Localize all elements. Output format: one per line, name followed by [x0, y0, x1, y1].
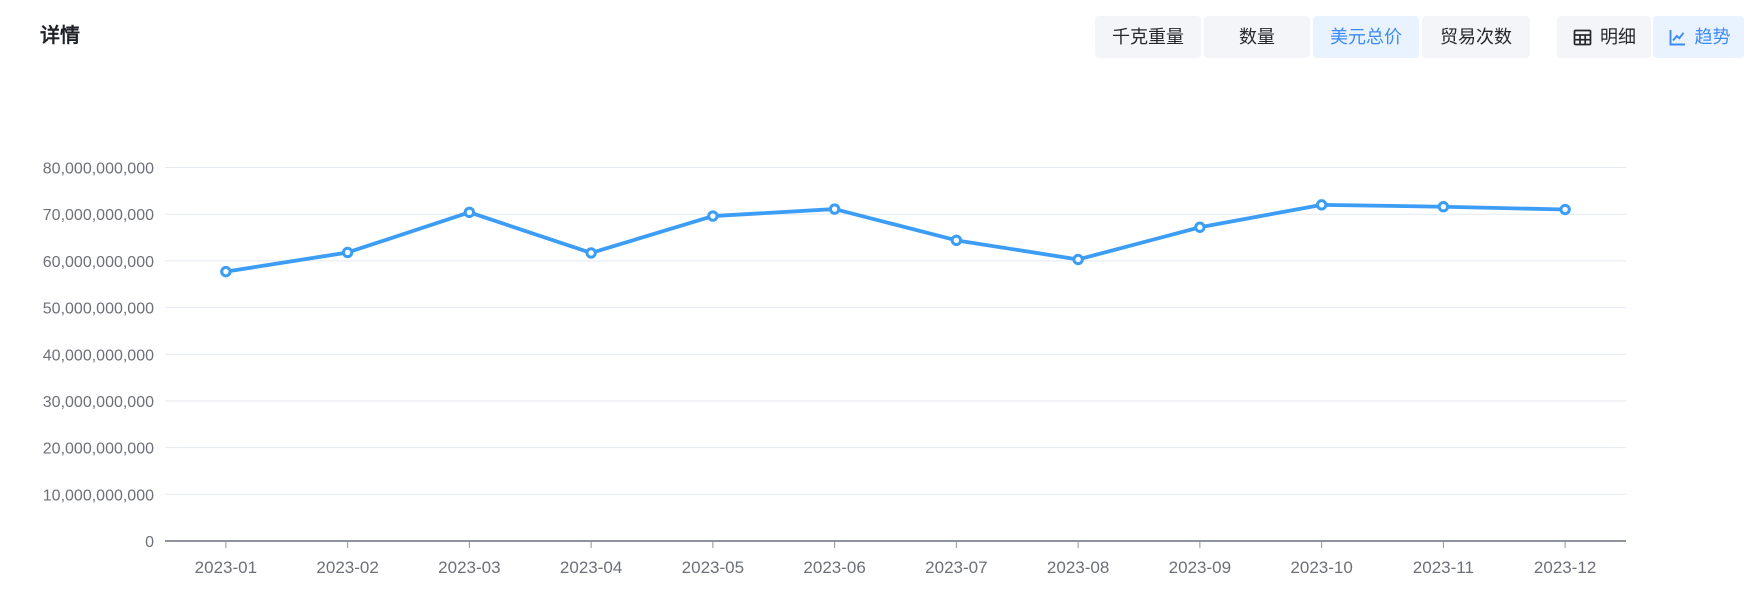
view-tab-trend[interactable]: 趋势 — [1653, 16, 1744, 58]
y-axis-tick-label: 50,000,000,000 — [43, 301, 154, 318]
data-point-2023-03[interactable] — [463, 206, 476, 219]
x-axis-tick-label: 2023-05 — [682, 558, 744, 577]
y-axis-tick-label: 40,000,000,000 — [43, 347, 154, 364]
data-point-2023-10[interactable] — [1315, 199, 1328, 211]
metric-tab-quantity[interactable]: 数量 — [1204, 16, 1310, 58]
view-tab-detail[interactable]: 明细 — [1557, 16, 1651, 58]
x-axis-tick-label: 2023-11 — [1413, 558, 1474, 577]
trend-icon — [1667, 27, 1688, 48]
trend-line-series — [223, 202, 1568, 274]
view-tab-detail-label: 明细 — [1600, 27, 1636, 47]
data-point-2023-05[interactable] — [707, 210, 719, 222]
y-axis-tick-label: 20,000,000,000 — [43, 441, 154, 458]
metric-tab-weight[interactable]: 千克重量 — [1095, 16, 1201, 58]
metric-tab-trade-count[interactable]: 贸易次数 — [1422, 16, 1530, 58]
x-axis-tick-label: 2023-08 — [1047, 558, 1109, 577]
view-tab-trend-label: 趋势 — [1694, 27, 1731, 47]
data-point-2023-06[interactable] — [828, 203, 841, 215]
x-axis-tick-label: 2023-09 — [1169, 558, 1231, 577]
data-point-2023-09[interactable] — [1194, 221, 1206, 233]
page-title: 详情 — [40, 25, 80, 47]
y-axis-tick-label: 60,000,000,000 — [43, 254, 154, 271]
data-point-2023-02[interactable] — [341, 246, 354, 259]
table-icon — [1572, 27, 1593, 48]
x-axis-tick-label: 2023-12 — [1534, 558, 1596, 577]
metric-tab-usd-total[interactable]: 美元总价 — [1313, 16, 1419, 58]
y-axis-tick-label: 10,000,000,000 — [43, 487, 154, 504]
y-axis-tick-label: 30,000,000,000 — [43, 394, 154, 411]
y-axis-tick-label: 70,000,000,000 — [43, 207, 154, 224]
x-axis-tick-label: 2023-10 — [1290, 558, 1352, 577]
x-axis-tick-label: 2023-06 — [803, 558, 865, 577]
x-axis-tick-label: 2023-03 — [438, 558, 500, 577]
x-axis-tick-label: 2023-04 — [560, 558, 622, 577]
y-axis-tick-label: 80,000,000,000 — [43, 161, 154, 178]
data-point-2023-04[interactable] — [585, 247, 597, 259]
data-point-2023-07[interactable] — [950, 234, 963, 247]
data-point-2023-12[interactable] — [1559, 203, 1571, 216]
data-point-2023-08[interactable] — [1072, 253, 1084, 266]
data-point-2023-11[interactable] — [1437, 201, 1450, 213]
x-axis-tick-label: 2023-07 — [925, 558, 987, 577]
x-axis-tick-label: 2023-02 — [316, 558, 378, 577]
data-point-2023-01[interactable] — [220, 265, 232, 278]
y-axis-tick-label: 0 — [145, 534, 154, 551]
x-axis-tick-label: 2023-01 — [195, 558, 257, 577]
